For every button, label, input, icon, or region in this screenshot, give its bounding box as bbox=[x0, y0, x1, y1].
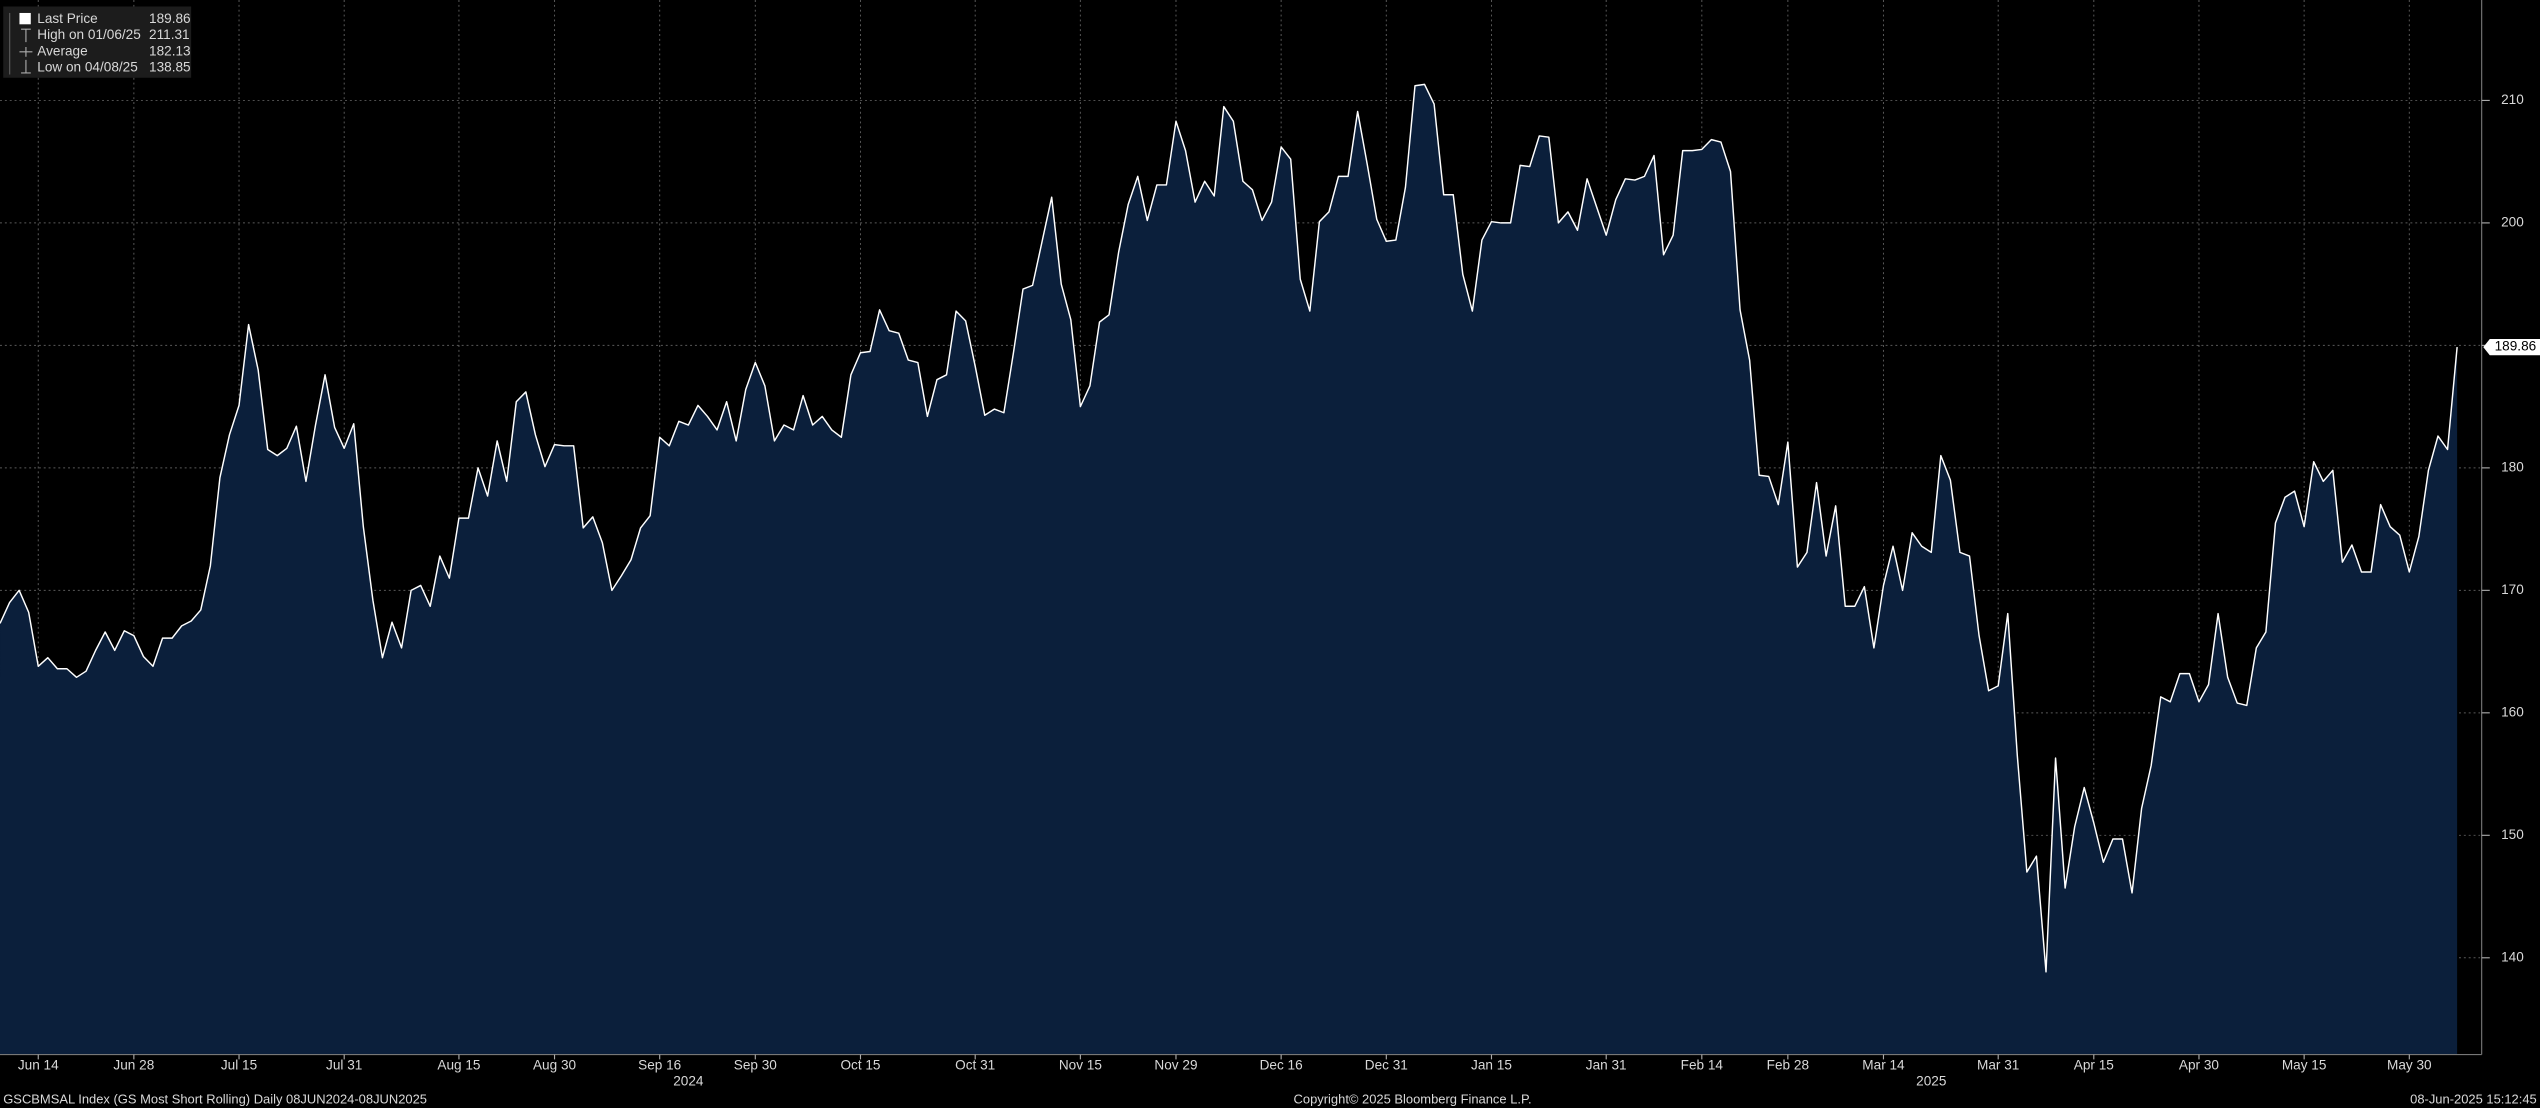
y-tick-label: 140 bbox=[2501, 949, 2524, 964]
x-tick-label: Dec 31 bbox=[1365, 1057, 1408, 1072]
x-tick-label: Sep 30 bbox=[734, 1057, 778, 1072]
x-tick-label: Oct 31 bbox=[955, 1057, 995, 1072]
legend-icon bbox=[19, 46, 33, 57]
y-tick-label: 210 bbox=[2501, 92, 2524, 107]
y-tick-label: 180 bbox=[2501, 459, 2524, 474]
x-tick-label: Aug 15 bbox=[437, 1057, 480, 1072]
x-tick-label: Jul 31 bbox=[326, 1057, 362, 1072]
x-tick-label: May 15 bbox=[2282, 1057, 2327, 1072]
line bbox=[0, 83, 2458, 973]
copyright: Copyright© 2025 Bloomberg Finance L.P. bbox=[1294, 1091, 1532, 1106]
x-tick-label: Jan 15 bbox=[1471, 1057, 1512, 1072]
x-tick-label: Jul 15 bbox=[221, 1057, 257, 1072]
y-tick-label: 160 bbox=[2501, 704, 2524, 719]
x-tick-label: Oct 15 bbox=[840, 1057, 880, 1072]
legend-value: 182.13 bbox=[149, 43, 191, 58]
x-tick-label: Dec 16 bbox=[1260, 1057, 1303, 1072]
legend-icon bbox=[21, 59, 31, 74]
x-tick-label: Aug 30 bbox=[533, 1057, 577, 1072]
x-tick-label: May 30 bbox=[2387, 1057, 2432, 1072]
x-tick-label: Jan 31 bbox=[1586, 1057, 1627, 1072]
last-price-label: 189.86 bbox=[2495, 339, 2537, 354]
last-price-tag bbox=[2483, 339, 2540, 356]
legend-value: 189.86 bbox=[149, 11, 191, 26]
legend-box bbox=[3, 6, 192, 78]
x-tick-label: Apr 30 bbox=[2179, 1057, 2219, 1072]
x-tick-label: Nov 29 bbox=[1154, 1057, 1197, 1072]
legend-swatch bbox=[19, 12, 31, 25]
x-tick-label: Jun 14 bbox=[18, 1057, 59, 1072]
y-tick-label: 200 bbox=[2501, 215, 2524, 230]
x-year-label: 2024 bbox=[673, 1074, 704, 1089]
x-tick-label: Nov 15 bbox=[1059, 1057, 1102, 1072]
area bbox=[0, 84, 2458, 1055]
legend-label: Average bbox=[37, 43, 87, 58]
y-tick-label: 170 bbox=[2501, 582, 2524, 597]
legend: Last Price 189.86 High on 01/06/25 211.31 Av… bbox=[3, 6, 192, 78]
legend-icon bbox=[21, 28, 31, 43]
x-tick-label: Jun 28 bbox=[113, 1057, 154, 1072]
x-tick-label: Apr 15 bbox=[2074, 1057, 2114, 1072]
plot-area bbox=[0, 83, 2458, 1055]
x-tick-label: Sep 16 bbox=[638, 1057, 681, 1072]
legend-items: Last Price 189.86 High on 01/06/25 211.31 Av… bbox=[37, 11, 190, 75]
x-tick-label: Feb 14 bbox=[1681, 1057, 1724, 1072]
y-tick-label: 150 bbox=[2501, 827, 2524, 842]
x-tick-label: Feb 28 bbox=[1767, 1057, 1809, 1072]
x-year-label: 2025 bbox=[1916, 1074, 1946, 1089]
legend-value: 138.85 bbox=[149, 60, 191, 75]
legend-label: Last Price bbox=[37, 11, 97, 26]
x-tick-label: Mar 31 bbox=[1977, 1057, 2019, 1072]
x-tick-label: Mar 14 bbox=[1862, 1057, 1905, 1072]
timestamp: 08-Jun-2025 15:12:45 bbox=[2410, 1091, 2537, 1106]
source: GSCBMSAL Index (GS Most Short Rolling) D… bbox=[3, 1091, 427, 1106]
legend-label: Low on 04/08/25 bbox=[37, 60, 138, 75]
legend-value: 211.31 bbox=[149, 27, 190, 42]
legend-label: High on 01/06/25 bbox=[37, 27, 141, 42]
